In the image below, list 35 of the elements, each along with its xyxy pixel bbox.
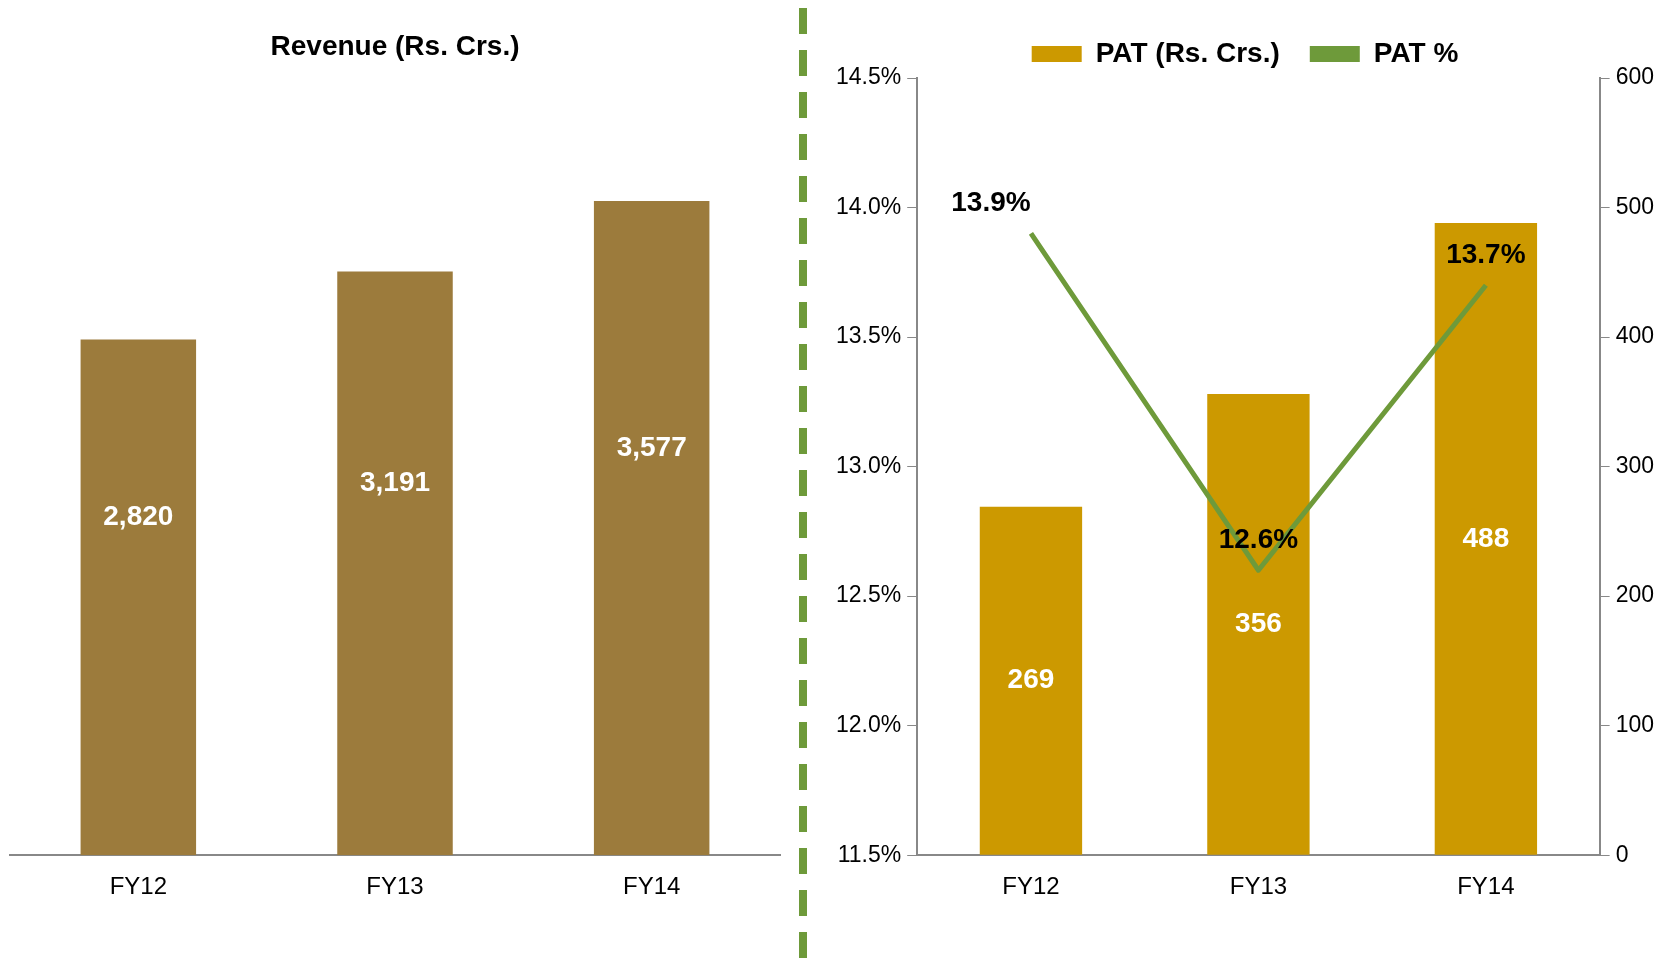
data-label: 13.9% — [951, 186, 1031, 218]
y-tick-label: 13.0% — [836, 451, 902, 478]
x-tick-label: FY14 — [622, 872, 681, 900]
y-tick-label: 12.0% — [836, 711, 902, 738]
x-tick-label: FY12 — [109, 872, 168, 900]
chart-title: Revenue (Rs. Crs.) — [270, 29, 520, 61]
legend-label: PAT (Rs. Crs.) — [1095, 36, 1280, 68]
y2-tick-label: 0 — [1615, 840, 1629, 867]
y-tick-label: 11.5% — [837, 840, 902, 867]
y2-tick-label: 400 — [1615, 322, 1654, 349]
y2-tick-label: 600 — [1615, 63, 1654, 90]
data-label: 13.7% — [1446, 237, 1526, 269]
y2-tick-label: 500 — [1615, 192, 1654, 219]
x-tick-label: FY14 — [1457, 872, 1515, 900]
data-label: 3,577 — [616, 430, 687, 462]
data-label: 2,820 — [103, 500, 174, 532]
bar — [1207, 394, 1310, 855]
legend-label: PAT % — [1373, 36, 1459, 68]
bar — [979, 506, 1083, 855]
data-label: 3,191 — [359, 466, 431, 498]
y2-tick-label: 200 — [1615, 581, 1654, 608]
data-label: 269 — [1007, 663, 1055, 695]
x-tick-label: FY13 — [1229, 872, 1288, 900]
data-label: 356 — [1235, 607, 1282, 639]
y2-tick-label: 100 — [1615, 711, 1654, 738]
data-label: 12.6% — [1218, 522, 1299, 554]
y-tick-label: 14.0% — [836, 192, 902, 219]
y-tick-label: 14.5% — [836, 63, 902, 90]
x-tick-label: FY12 — [1002, 872, 1060, 900]
y2-tick-label: 300 — [1615, 451, 1654, 478]
y-tick-label: 12.5% — [836, 581, 902, 608]
bar — [1434, 223, 1538, 855]
x-tick-label: FY13 — [366, 872, 424, 900]
data-label: 488 — [1462, 521, 1510, 553]
y-tick-label: 13.5% — [836, 322, 902, 349]
